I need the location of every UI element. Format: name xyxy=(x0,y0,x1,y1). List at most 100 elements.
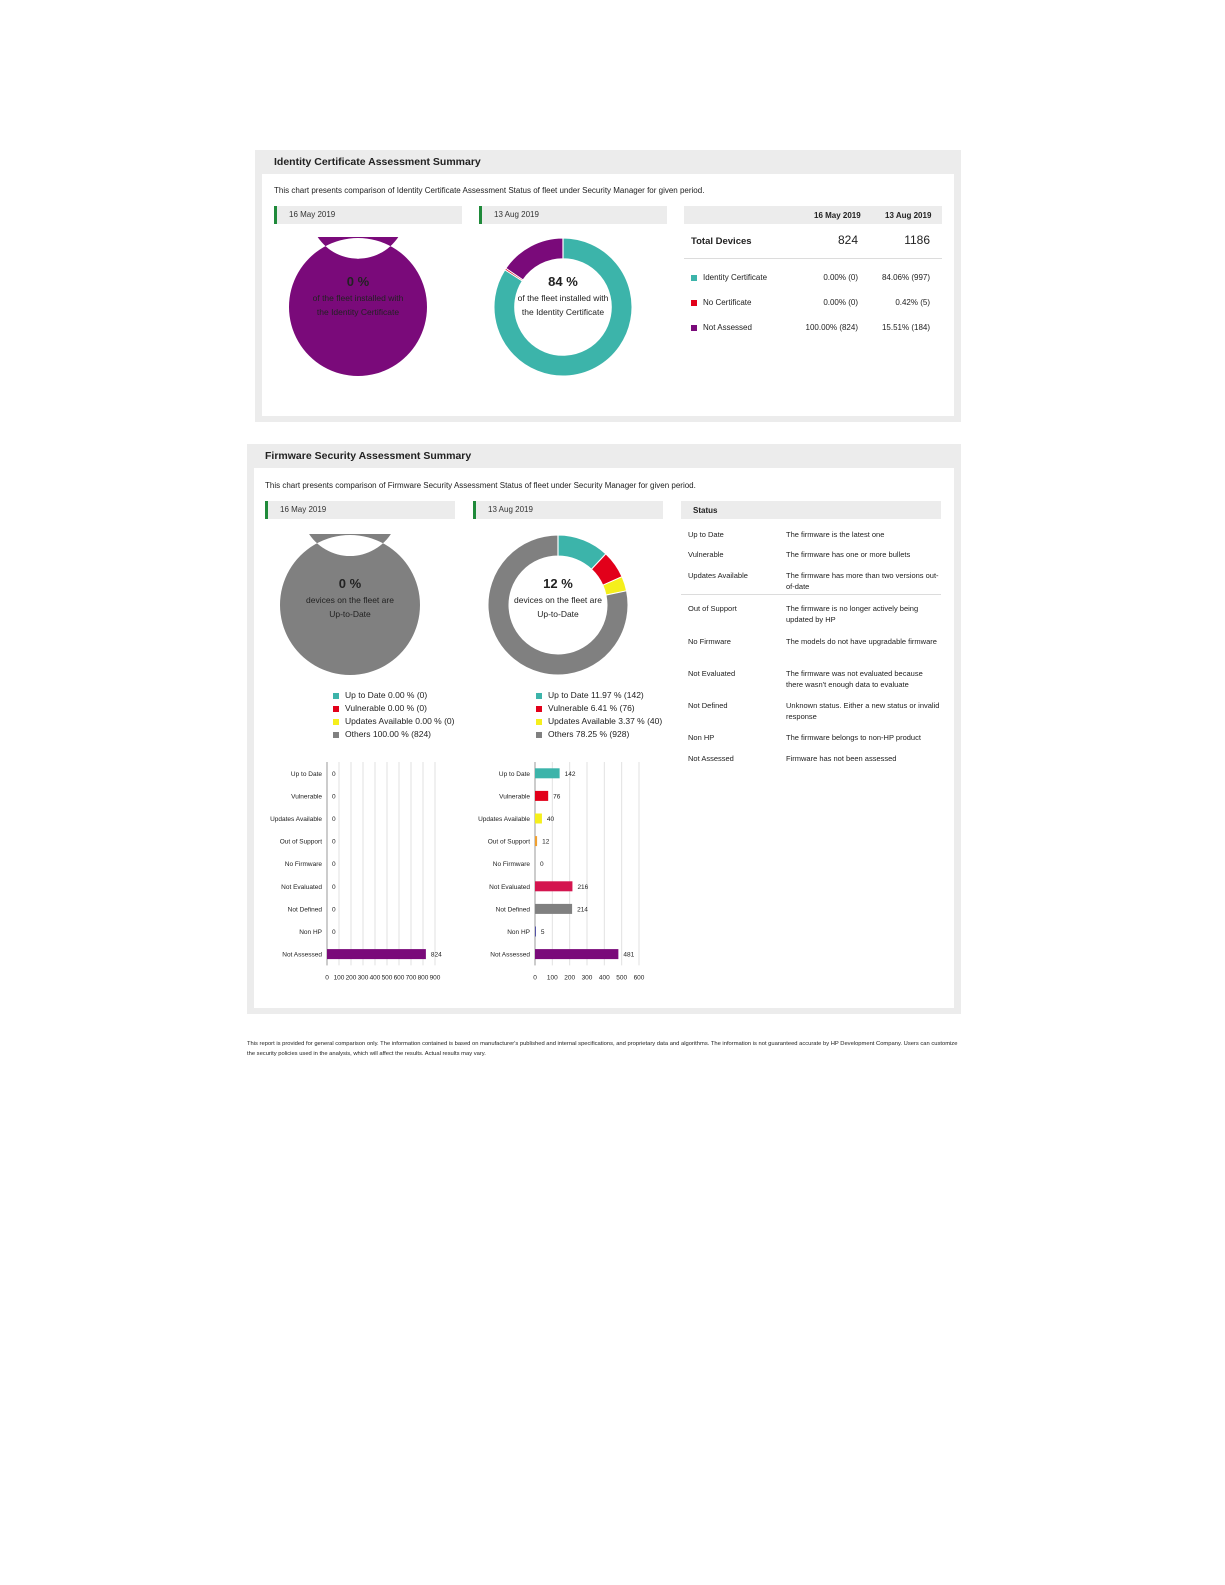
status-description: Unknown status. Either a new status or i… xyxy=(786,701,940,721)
firmware-donut1-percent: 0 % xyxy=(338,576,362,591)
identity-row-value-1: 0.00% (0) xyxy=(823,298,858,307)
legend-swatch xyxy=(333,731,339,738)
firmware-date1: 16 May 2019 xyxy=(265,501,455,519)
status-label: Non HP xyxy=(688,733,715,742)
total-devices-value-2: 1186 xyxy=(904,233,930,247)
legend-label: Up to Date xyxy=(548,690,591,700)
x-tick-label: 400 xyxy=(599,974,610,981)
legend-item: Others 100.00 % (824) xyxy=(333,729,431,739)
legend-item: Updates Available 0.00 % (0) xyxy=(333,716,454,726)
bar-value-label: 216 xyxy=(577,884,588,891)
x-tick-label: 300 xyxy=(582,974,593,981)
x-tick-label: 500 xyxy=(382,974,393,981)
status-label: Up to Date xyxy=(688,530,724,539)
firmware-donut1-center: 0 % devices on the fleet are Up-to-Date xyxy=(300,576,400,621)
legend-label: Vulnerable xyxy=(345,703,388,713)
bar-out-of-support xyxy=(535,836,538,847)
status-label: Not Defined xyxy=(688,701,728,710)
identity-donut2-caption: of the fleet installed with the Identity… xyxy=(517,293,609,317)
donut-slice-identity-certificate xyxy=(493,237,633,377)
legend-swatch xyxy=(536,705,542,712)
category-label: Vulnerable xyxy=(499,793,530,800)
bar-value-label: 0 xyxy=(332,816,336,823)
disclaimer-footer: This report is provided for general comp… xyxy=(247,1041,958,1057)
status-label: Not Assessed xyxy=(688,754,734,763)
status-description: The firmware has one or more bullets xyxy=(786,550,911,559)
legend-value: 0.00 % (0) xyxy=(388,690,428,700)
legend-swatch xyxy=(333,705,339,712)
category-label: Not Evaluated xyxy=(489,884,530,891)
category-label: Non HP xyxy=(507,929,530,936)
legend-item: Vulnerable 0.00 % (0) xyxy=(333,703,427,713)
legend-value: 78.25 % (928) xyxy=(575,729,630,739)
status-table-header xyxy=(681,501,941,519)
firmware-donut2-caption: devices on the fleet are Up-to-Date xyxy=(514,595,602,619)
firmware-donut-chart-2 xyxy=(487,534,629,676)
bar-not-defined xyxy=(535,903,573,914)
donut-slice-not-assessed xyxy=(289,237,427,376)
legend-swatch xyxy=(536,718,542,725)
firmware-date2: 13 Aug 2019 xyxy=(473,501,663,519)
identity-row-value-2: 0.42% (5) xyxy=(895,298,930,307)
status-description: The models do not have upgradable firmwa… xyxy=(786,637,937,646)
x-tick-label: 100 xyxy=(547,974,558,981)
bar-up-to-date xyxy=(535,768,560,779)
bar-value-label: 142 xyxy=(565,771,576,778)
category-label: No Firmware xyxy=(493,861,531,868)
legend-swatch xyxy=(536,692,542,699)
firmware-title: Firmware Security Assessment Summary xyxy=(265,450,472,462)
firmware-donut2-percent: 12 % xyxy=(543,576,573,591)
x-tick-label: 600 xyxy=(394,974,405,981)
legend-label: Updates Available xyxy=(548,716,619,726)
x-tick-label: 200 xyxy=(346,974,357,981)
legend-value: 6.41 % (76) xyxy=(590,703,635,713)
legend-item: Up to Date 11.97 % (142) xyxy=(536,690,644,700)
legend-item: Up to Date 0.00 % (0) xyxy=(333,690,427,700)
status-label: Not Evaluated xyxy=(688,669,736,678)
donut-slice-others xyxy=(487,534,629,676)
identity-row-text: Not Assessed xyxy=(703,323,752,332)
status-description: The firmware was not evaluated because t… xyxy=(786,669,923,689)
legend-swatch xyxy=(333,692,339,699)
bar-value-label: 12 xyxy=(542,839,550,846)
bar-value-label: 0 xyxy=(332,771,336,778)
bar-value-label: 214 xyxy=(577,906,588,913)
status-divider xyxy=(681,594,941,595)
category-label: Vulnerable xyxy=(291,793,322,800)
legend-label: Up to Date xyxy=(345,690,388,700)
identity-date2: 13 Aug 2019 xyxy=(479,206,667,224)
x-tick-label: 0 xyxy=(533,974,537,981)
category-label: Non HP xyxy=(299,929,322,936)
legend-item: Updates Available 3.37 % (40) xyxy=(536,716,662,726)
identity-table-col1: 16 May 2019 xyxy=(814,211,861,220)
identity-donut2-center: 84 % of the fleet installed with the Ide… xyxy=(513,274,613,319)
x-tick-label: 0 xyxy=(325,974,329,981)
bar-not-evaluated xyxy=(535,881,573,892)
identity-row-label: Identity Certificate xyxy=(691,273,767,282)
identity-row-label: No Certificate xyxy=(691,298,751,307)
legend-value: 0.00 % (0) xyxy=(415,716,455,726)
identity-date1: 16 May 2019 xyxy=(274,206,462,224)
x-tick-label: 500 xyxy=(616,974,627,981)
category-label: Not Defined xyxy=(288,906,323,913)
firmware-bar-chart-1: 0 100 200 300 400 500 600 700 800 900 Up to Date 0 V… xyxy=(270,762,442,981)
identity-row-value-2: 84.06% (997) xyxy=(881,273,930,282)
firmware-donut2-center: 12 % devices on the fleet are Up-to-Date xyxy=(508,576,608,621)
identity-row-value-1: 100.00% (824) xyxy=(805,323,858,332)
identity-donut1-percent: 0 % xyxy=(346,274,370,289)
category-label: Updates Available xyxy=(478,816,530,823)
status-description: The firmware is the latest one xyxy=(786,530,885,539)
bar-not-assessed xyxy=(535,949,619,960)
identity-row-text: No Certificate xyxy=(703,298,752,307)
category-label: Not Assessed xyxy=(282,952,322,959)
legend-item: Vulnerable 6.41 % (76) xyxy=(536,703,635,713)
identity-donut2-percent: 84 % xyxy=(548,274,578,289)
status-label: No Firmware xyxy=(688,637,731,646)
legend-value: 100.00 % (824) xyxy=(372,729,431,739)
x-tick-label: 200 xyxy=(564,974,575,981)
identity-table-header xyxy=(684,206,942,224)
bar-value-label: 0 xyxy=(332,884,336,891)
identity-donut1-caption: of the fleet installed with the Identity… xyxy=(312,293,404,317)
firmware-donut1-caption: devices on the fleet are Up-to-Date xyxy=(306,595,394,619)
